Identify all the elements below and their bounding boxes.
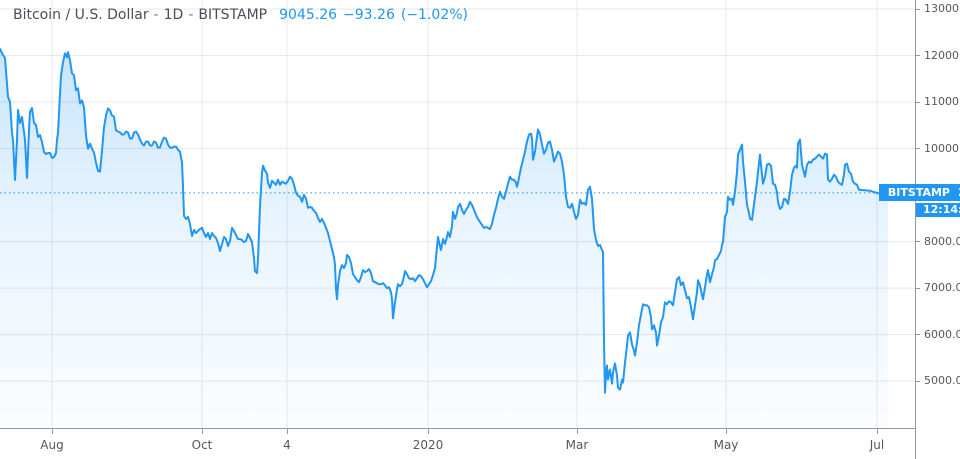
time-axis-tick	[577, 429, 578, 434]
time-axis-label: Oct	[191, 438, 213, 452]
last-price: 9045.26	[279, 7, 338, 23]
time-axis-label: 2020	[412, 438, 444, 452]
time-axis-tick	[202, 429, 203, 434]
countdown-value: 12:14:4	[923, 203, 960, 217]
exchange-price-flag: BITSTAMP	[878, 184, 959, 202]
time-axis-tick	[287, 429, 288, 434]
time-axis-tick	[877, 429, 878, 434]
symbol-info-bar: Bitcoin / U.S. Dollar -1D - BITSTAMP 9045.26…	[13, 7, 468, 25]
price-axis-tick	[916, 148, 920, 150]
price-axis-tick	[916, 334, 920, 336]
symbol-title[interactable]: Bitcoin / U.S. Dollar	[13, 7, 149, 23]
price-axis-label: 13000.	[924, 3, 960, 15]
separator: -	[153, 7, 159, 23]
time-axis[interactable]: Aug Oct 4 2020 Mar May Jul	[0, 428, 960, 459]
price-change: −93.26	[343, 7, 395, 23]
price-axis-label: 7000.0	[924, 282, 960, 295]
time-axis-tick	[428, 429, 429, 434]
price-axis-label: 5000.0	[924, 375, 960, 388]
price-axis-tick	[916, 287, 920, 289]
price-axis-label: 6000.0	[924, 328, 960, 341]
price-change-percent: (−1.02%)	[400, 7, 468, 23]
time-axis-tick	[726, 429, 727, 434]
price-axis-tick	[916, 55, 920, 56]
time-axis-label: Aug	[40, 438, 64, 452]
price-axis-tick	[916, 101, 920, 103]
price-axis-label: 10000.	[924, 142, 960, 155]
price-chart-svg	[0, 0, 915, 428]
price-axis-tick	[916, 241, 920, 243]
bar-countdown-label: 12:14:4	[916, 203, 960, 218]
time-axis-label: Mar	[565, 438, 589, 452]
price-axis-tick	[916, 380, 920, 382]
price-axis-label: 8000.0	[924, 235, 960, 248]
price-axis[interactable]: 9045.26 12:14:4 13000.12000.11000.10000.…	[915, 0, 960, 459]
price-axis-tick	[916, 8, 920, 10]
chart-pane[interactable]	[0, 0, 915, 428]
exchange-flag-label: BITSTAMP	[887, 186, 950, 200]
area-fill	[0, 49, 888, 428]
price-line	[0, 48, 889, 394]
separator: -	[188, 7, 194, 23]
time-axis-label: Jul	[869, 438, 885, 452]
time-axis-tick	[52, 429, 53, 434]
interval-label[interactable]: 1D	[163, 7, 184, 23]
time-axis-label: May	[713, 438, 739, 452]
price-axis-label: 11000.	[924, 96, 960, 109]
price-axis-label: 12000.	[924, 49, 960, 62]
exchange-label[interactable]: BITSTAMP	[198, 7, 268, 23]
time-axis-label: 4	[283, 438, 291, 452]
